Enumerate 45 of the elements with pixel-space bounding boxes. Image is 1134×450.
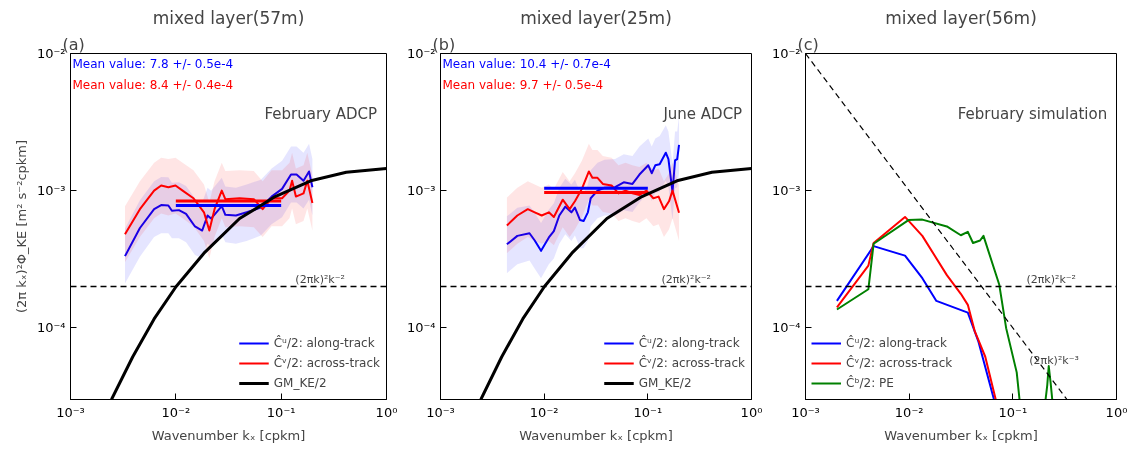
annotation: June ADCP <box>662 104 743 123</box>
x-tick-label: 10⁻² <box>529 404 559 420</box>
x-tick-label: 10⁰ <box>375 404 398 420</box>
chart-title: mixed layer(25m) <box>520 7 672 28</box>
x-tick-label: 10⁻³ <box>426 404 455 420</box>
legend-label: Ĉᵛ/2: across-track <box>638 356 745 370</box>
legend-label: Ĉᵇ/2: PE <box>846 376 894 390</box>
y-tick-label: 10⁻⁴ <box>406 320 436 336</box>
chart-title: mixed layer(56m) <box>885 7 1037 28</box>
chart-title: mixed layer(57m) <box>152 7 305 28</box>
ref-line-label: (2πk)²k⁻² <box>1026 272 1076 286</box>
legend-label: Ĉᵛ/2: across-track <box>846 356 953 370</box>
legend-label: GM_KE/2 <box>638 376 692 390</box>
x-axis-title: Wavenumber kₓ [cpkm] <box>884 427 1038 443</box>
x-tick-label: 10⁻² <box>894 404 924 420</box>
annotation: Mean value: 7.8 +/- 0.5e-4 <box>72 56 234 71</box>
x-tick-label: 10⁻³ <box>56 404 85 420</box>
y-tick-label: 10⁻³ <box>771 183 801 199</box>
x-tick-label: 10⁻¹ <box>266 404 296 420</box>
x-tick-label: 10⁻² <box>161 404 191 420</box>
legend-label: GM_KE/2 <box>273 376 327 390</box>
y-tick-label: 10⁻⁴ <box>36 320 66 336</box>
y-tick-label: 10⁻³ <box>406 183 436 199</box>
x-axis-title: Wavenumber kₓ [cpkm] <box>151 427 306 443</box>
x-tick-label: 10⁻¹ <box>998 404 1028 420</box>
annotation: Mean value: 8.4 +/- 0.4e-4 <box>72 77 234 92</box>
annotation: Mean value: 9.7 +/- 0.5e-4 <box>442 77 604 92</box>
annotation: Mean value: 10.4 +/- 0.7e-4 <box>442 56 611 71</box>
ref-line-label: (2πk)²k⁻² <box>661 272 711 286</box>
ref-line-label: (2πk)²k⁻² <box>295 272 345 286</box>
y-tick-label: 10⁻³ <box>36 183 66 199</box>
annotation: February simulation <box>957 104 1108 123</box>
annotation: February ADCP <box>264 104 378 123</box>
legend-label: Ĉᵘ/2: along-track <box>273 336 375 350</box>
x-tick-label: 10⁻¹ <box>633 404 663 420</box>
legend-label: Ĉᵘ/2: along-track <box>846 336 947 350</box>
x-tick-label: 10⁰ <box>740 404 763 420</box>
y-tick-label: 10⁻⁴ <box>771 320 801 336</box>
x-axis-title: Wavenumber kₓ [cpkm] <box>519 427 673 443</box>
x-tick-label: 10⁰ <box>1105 404 1128 420</box>
y-axis-title: (2π kₓ)²Φ_KE [m² s⁻²cpkm] <box>13 139 29 314</box>
annotation: (2πk)²k⁻³ <box>1029 354 1079 368</box>
x-tick-label: 10⁻³ <box>791 404 820 420</box>
legend-label: Ĉᵛ/2: across-track <box>273 356 380 370</box>
legend-label: Ĉᵘ/2: along-track <box>638 336 740 350</box>
